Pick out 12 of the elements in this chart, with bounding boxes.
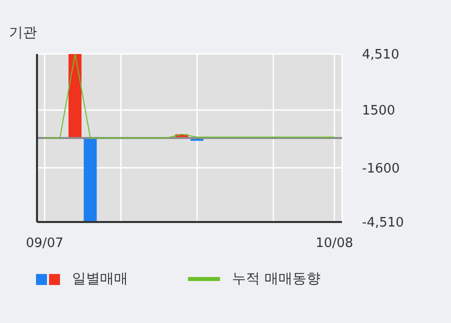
- x-tick-label: 10/08: [316, 236, 354, 252]
- y-tick-label: 4,510: [362, 48, 400, 63]
- y-tick-label: -4,510: [362, 216, 404, 231]
- line-series: [44, 54, 335, 138]
- y-tick-label: -1600: [362, 161, 400, 176]
- bar: [84, 138, 97, 222]
- chart-title: 기관: [9, 24, 37, 42]
- bar: [68, 54, 82, 138]
- legend-label: 일별매매: [72, 270, 128, 288]
- legend-label: 누적 매매동향: [232, 270, 320, 288]
- y-tick-label: 1500: [362, 104, 396, 119]
- x-tick-label: 09/07: [26, 236, 64, 252]
